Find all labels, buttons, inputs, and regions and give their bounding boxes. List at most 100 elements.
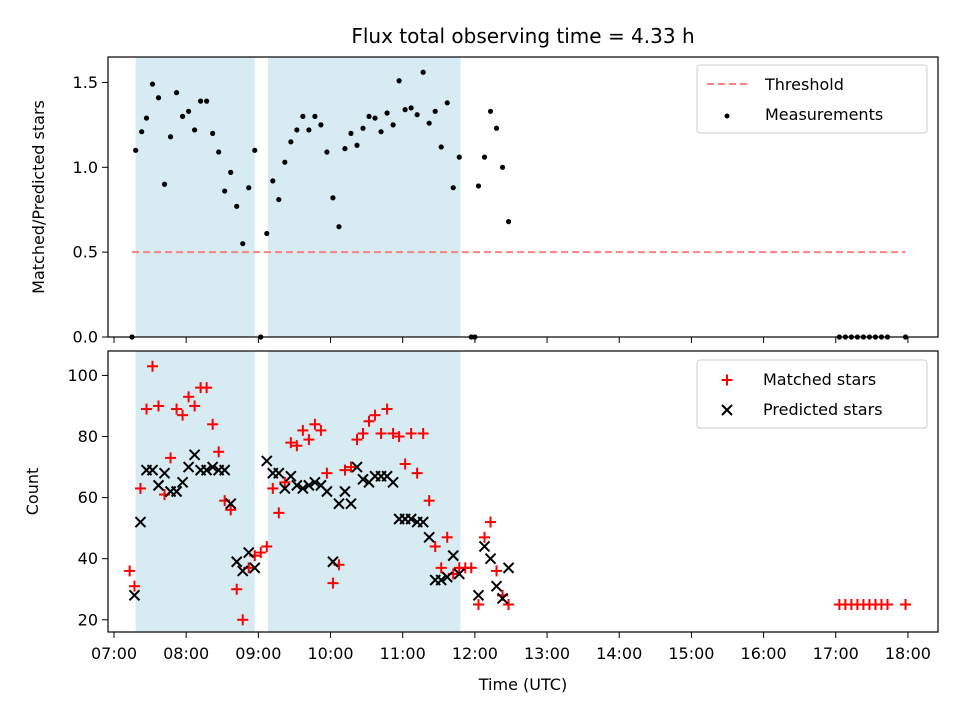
measurement-point (420, 69, 426, 75)
measurement-point (324, 149, 330, 155)
matched-star-point (381, 403, 393, 415)
matched-star-point (207, 418, 219, 430)
predicted-star-point (158, 467, 171, 479)
matched-star-point (309, 418, 321, 430)
x-tick-label: 11:00 (380, 644, 426, 663)
count-points (124, 360, 912, 626)
measurement-point (139, 129, 145, 135)
bottom-plot-frame (107, 350, 939, 633)
measurement-point (408, 105, 414, 111)
measurement-point (438, 144, 444, 150)
bottom-legend-box (696, 359, 928, 429)
measurement-point (161, 181, 168, 187)
predicted-star-point (128, 589, 141, 602)
measurement-point (204, 98, 210, 104)
predicted-star-point (502, 562, 515, 574)
measurement-point (288, 139, 294, 145)
predicted-star-point (237, 565, 249, 577)
observing-intervals (135, 57, 461, 337)
predicted-star-point (345, 498, 357, 510)
predicted-star-point (261, 455, 273, 467)
matched-star-point (417, 427, 429, 439)
predicted-star-point (249, 562, 261, 574)
predicted-star-point (218, 464, 231, 476)
matched-star-point (297, 424, 309, 436)
predicted-star-point (484, 552, 497, 565)
ratio-panel: 0.0 0.5 1.0 1.5 Flux total observing time =… (29, 24, 939, 347)
chart-title: Flux total observing time = 4.33 h (351, 24, 694, 48)
measurement-point (264, 230, 270, 237)
predicted-star-point (321, 485, 333, 498)
matched-star-point (124, 565, 136, 577)
measurement-point (384, 110, 390, 116)
measurement-point (179, 113, 186, 119)
measurement-point (444, 100, 450, 106)
matched-star-point (291, 440, 303, 452)
observing-interval-2 (267, 351, 461, 632)
matched-star-point (429, 540, 441, 552)
matched-star-point (411, 467, 423, 479)
predicted-star-point (472, 589, 485, 602)
top-legend: Threshold Measurements (696, 64, 928, 134)
matched-star-point (441, 531, 453, 543)
measurement-point (252, 147, 258, 153)
legend-matched-swatch (721, 374, 733, 386)
legend-matched-label: Matched stars (763, 370, 876, 389)
observing-interval-1 (135, 351, 255, 632)
measurement-point (312, 113, 318, 119)
measurement-point (390, 122, 396, 128)
matched-star-point (153, 400, 165, 412)
matched-star-point (140, 403, 152, 415)
predicted-star-point (447, 549, 459, 562)
measurement-point (246, 185, 252, 191)
measurement-point (372, 115, 378, 121)
matched-star-point (183, 391, 195, 403)
matched-star-point (339, 464, 351, 476)
matched-star-point (479, 531, 491, 543)
x-tick-label: 15:00 (668, 644, 714, 663)
predicted-star-point (405, 513, 417, 525)
matched-star-point (472, 599, 484, 611)
measurement-point (228, 169, 234, 175)
matched-star-point (303, 434, 315, 446)
bottom-y-tick-label: 100 (67, 366, 98, 385)
bottom-y-axis-label: Count (23, 468, 42, 516)
measurement-point (173, 90, 180, 96)
measurement-point (167, 134, 174, 140)
legend-predicted-swatch (721, 404, 733, 416)
matched-star-point (189, 400, 201, 412)
top-y-tick-label: 0.5 (73, 243, 98, 262)
measurement-point (294, 127, 300, 133)
predicted-star-point (435, 574, 447, 586)
x-tick-label: 18:00 (885, 644, 931, 663)
measurement-point (234, 203, 240, 209)
matched-star-point (363, 415, 375, 427)
predicted-star-point (134, 516, 147, 528)
matched-star-point (435, 562, 447, 574)
predicted-star-point (170, 485, 183, 498)
matched-star-point (881, 599, 893, 611)
matched-star-point (231, 583, 243, 595)
top-y-tick-label: 1.0 (73, 158, 98, 177)
legend-x-marker (721, 404, 733, 416)
matched-star-point (485, 516, 497, 528)
measurement-point (366, 113, 372, 119)
x-tick-label: 08:00 (163, 644, 209, 663)
observing-intervals-bottom (135, 351, 461, 632)
bottom-y-tick-label: 80 (78, 427, 98, 446)
measurement-point (360, 125, 366, 131)
measurement-point (481, 154, 488, 160)
matched-star-point (375, 427, 387, 439)
legend-measurements-swatch (724, 113, 730, 119)
matched-star-point (351, 434, 363, 446)
measurement-point (306, 127, 312, 133)
measurement-point (185, 108, 192, 114)
measurement-point (270, 178, 276, 184)
predicted-star-point (417, 516, 429, 528)
x-tick-label: 14:00 (596, 644, 642, 663)
matched-star-point (399, 458, 411, 470)
top-y-tick-label: 0.0 (73, 328, 98, 347)
measurement-point (450, 185, 456, 191)
matched-star-point (405, 427, 417, 439)
